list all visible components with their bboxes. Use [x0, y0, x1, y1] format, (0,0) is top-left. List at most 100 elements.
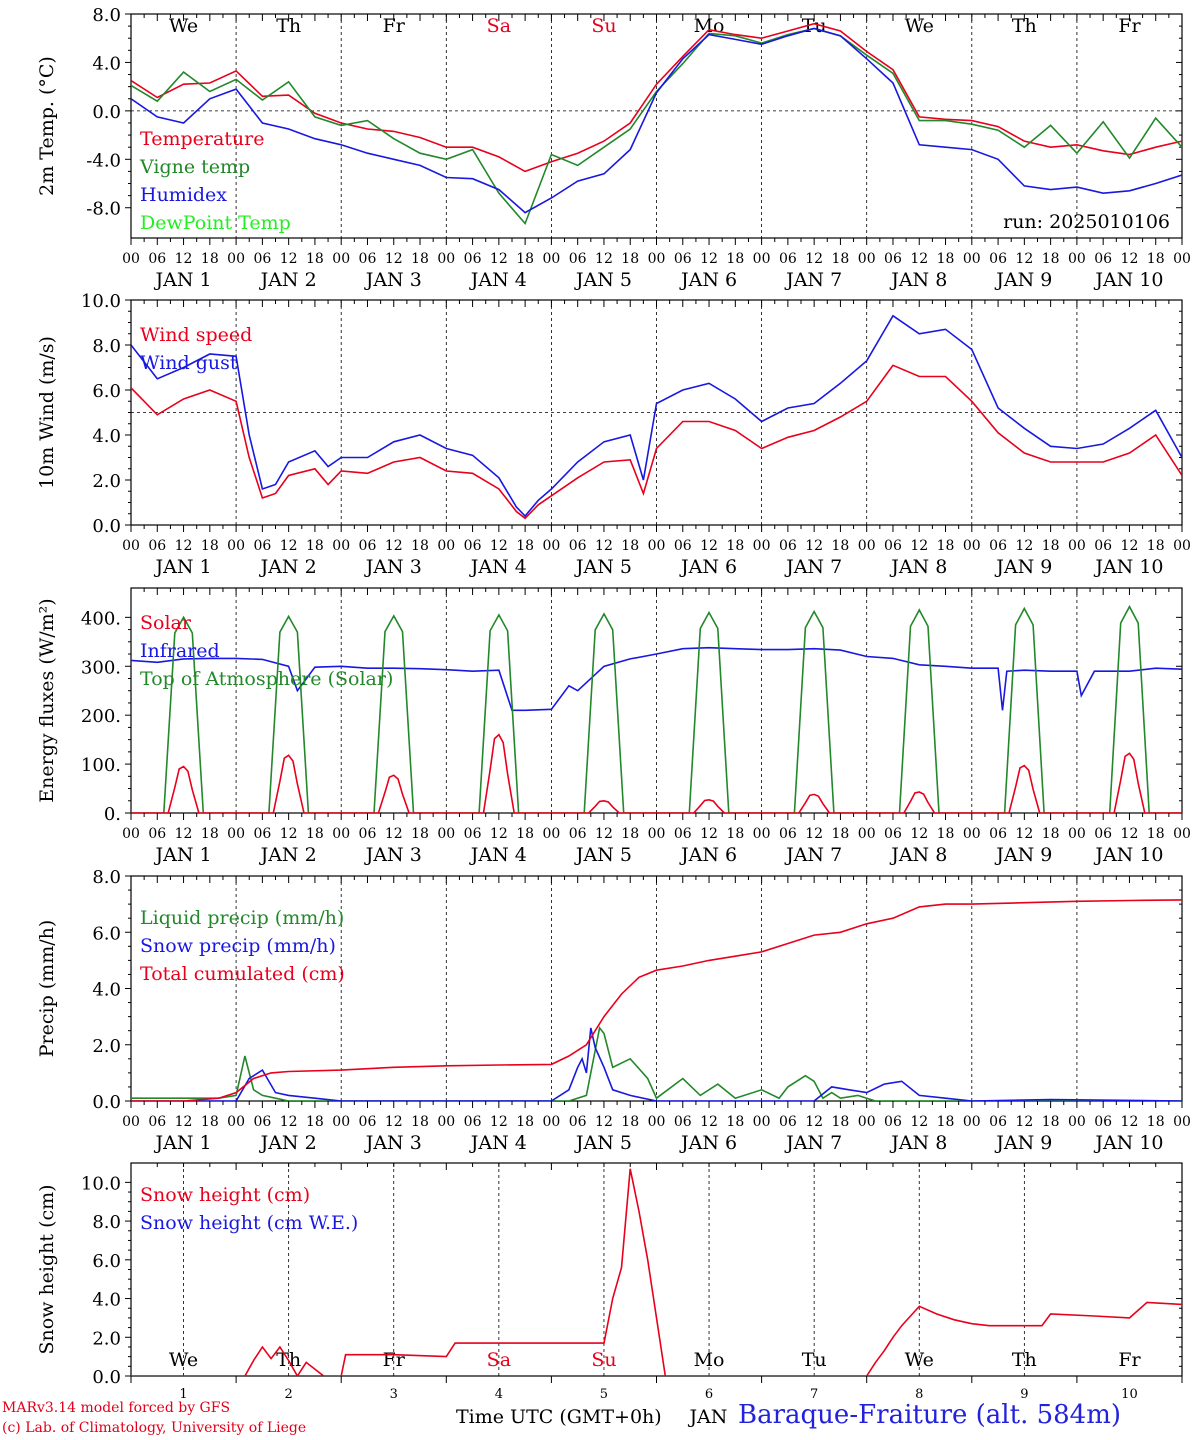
day-name-label: We [905, 15, 934, 37]
date-label: JAN 10 [1093, 556, 1163, 578]
x-tick-label: 00 [858, 251, 876, 267]
x-tick-label: 18 [832, 251, 850, 267]
x-tick-label: 00 [122, 1114, 140, 1130]
date-label: JAN 7 [784, 269, 842, 291]
x-tick-label: 06 [989, 826, 1007, 842]
x-tick-label: 06 [1094, 1114, 1112, 1130]
x-tick-label: 00 [858, 1114, 876, 1130]
series-line-total-cumulated-cm [131, 899, 1182, 1101]
legend-entry: Snow height (cm W.E.) [140, 1212, 358, 1234]
date-label: JAN 3 [364, 1132, 422, 1154]
panel-2: 10.0 8.0 6.0 4.0 2.0 0.0 10m Wind (m/s) 00 06 12 1… [36, 291, 1191, 578]
y-axis-label: 10m Wind (m/s) [36, 336, 58, 489]
panel-1: 8.0 4.0 0.0 -4.0 -8.0 2m Temp. (°C) 00 06 12 18 00… [36, 5, 1191, 291]
legend-entry: Snow precip (mm/h) [140, 935, 336, 957]
y-tick-label: 8.0 [92, 5, 121, 26]
date-label: JAN 10 [1093, 844, 1163, 866]
date-label: JAN 10 [1093, 269, 1163, 291]
x-tick-label: 12 [595, 538, 613, 554]
y-tick-label: 2.0 [92, 471, 121, 492]
date-label: JAN 2 [259, 1132, 317, 1154]
x-tick-label: 12 [385, 251, 403, 267]
x-tick-label: 18 [1147, 1114, 1165, 1130]
x-tick-label: 18 [516, 538, 534, 554]
x-tick-label: 18 [201, 538, 219, 554]
x-tick-label: 18 [937, 1114, 955, 1130]
date-label: JAN 9 [994, 1132, 1052, 1154]
x-tick-label: 18 [1042, 826, 1060, 842]
x-tick-label: 12 [175, 826, 193, 842]
date-label: JAN 3 [364, 556, 422, 578]
y-tick-label: 0.0 [92, 102, 121, 123]
day-number-label: 8 [915, 1387, 923, 1402]
date-label: JAN 7 [784, 1132, 842, 1154]
x-tick-label: 06 [1094, 538, 1112, 554]
y-tick-label: 8.0 [92, 336, 121, 357]
x-tick-label: 18 [516, 826, 534, 842]
x-tick-label: 18 [306, 538, 324, 554]
panel-4: 8.0 6.0 4.0 2.0 0.0 Precip (mm/h) 00 06 12 18 00 06… [36, 867, 1191, 1154]
x-tick-label: 06 [148, 1114, 166, 1130]
panel-3: 400. 300. 200. 100. 0. Energy fluxes (W/m²) 00… [36, 587, 1191, 866]
x-tick-label: 18 [411, 1114, 429, 1130]
x-tick-label: 12 [910, 538, 928, 554]
x-tick-label: 06 [1094, 251, 1112, 267]
x-tick-label: 12 [280, 538, 298, 554]
date-label: JAN 1 [154, 556, 212, 578]
x-tick-label: 06 [989, 251, 1007, 267]
x-tick-label: 18 [726, 1114, 744, 1130]
date-label: JAN 6 [679, 269, 737, 291]
x-tick-label: 06 [464, 1114, 482, 1130]
x-tick-label: 18 [1042, 1114, 1060, 1130]
y-axis-label: Energy fluxes (W/m²) [36, 598, 58, 802]
day-number-label: 6 [705, 1387, 713, 1402]
date-label: JAN 5 [574, 844, 632, 866]
x-tick-label: 06 [674, 251, 692, 267]
series-line-solar [131, 733, 1182, 813]
x-tick-label: 00 [542, 826, 560, 842]
x-tick-label: 06 [779, 826, 797, 842]
series-line-liquid-precip-mm-h [131, 1026, 1182, 1101]
legend-entry: Total cumulated (cm) [140, 963, 345, 985]
x-tick-label: 12 [490, 826, 508, 842]
x-tick-label: 00 [437, 826, 455, 842]
panel-5: 10.0 8.0 6.0 4.0 2.0 0.0 Snow height (cm) 1 2 3 4 5… [36, 1162, 1183, 1428]
x-tick-label: 18 [516, 1114, 534, 1130]
y-tick-label: 200. [81, 706, 121, 727]
x-tick-label: 18 [832, 826, 850, 842]
day-number-label: 4 [495, 1387, 503, 1402]
y-tick-label: 8.0 [92, 1212, 121, 1233]
x-tick-label: 06 [253, 538, 271, 554]
x-tick-label: 12 [805, 538, 823, 554]
y-tick-label: 6.0 [92, 381, 121, 402]
x-tick-label: 00 [332, 826, 350, 842]
y-tick-label: 0.0 [92, 1367, 121, 1388]
date-label: JAN 6 [679, 556, 737, 578]
x-tick-label: 18 [937, 538, 955, 554]
x-tick-label: 18 [1147, 826, 1165, 842]
date-label: JAN 8 [889, 269, 947, 291]
day-number-label: 5 [600, 1387, 608, 1402]
date-label: JAN 8 [889, 1132, 947, 1154]
day-name-label: Su [591, 1349, 616, 1371]
x-tick-label: 18 [621, 251, 639, 267]
x-tick-label: 18 [306, 826, 324, 842]
day-number-label: 7 [810, 1387, 818, 1402]
legend-entry: Top of Atmosphere (Solar) [140, 668, 393, 690]
x-tick-label: 12 [1015, 826, 1033, 842]
x-tick-label: 12 [595, 826, 613, 842]
x-tick-label: 06 [359, 1114, 377, 1130]
date-label: JAN 3 [364, 269, 422, 291]
x-tick-label: 00 [753, 538, 771, 554]
day-name-label: Su [591, 15, 616, 37]
model-credit: MARv3.14 model forced by GFS [2, 1400, 231, 1416]
legend-entry: Wind speed [140, 324, 252, 346]
x-tick-label: 00 [227, 1114, 245, 1130]
x-tick-label: 12 [280, 251, 298, 267]
x-tick-label: 00 [648, 538, 666, 554]
date-label: JAN 7 [784, 844, 842, 866]
y-tick-label: 400. [81, 608, 121, 629]
x-tick-label: 18 [1147, 251, 1165, 267]
x-tick-label: 12 [280, 1114, 298, 1130]
x-tick-label: 00 [963, 826, 981, 842]
